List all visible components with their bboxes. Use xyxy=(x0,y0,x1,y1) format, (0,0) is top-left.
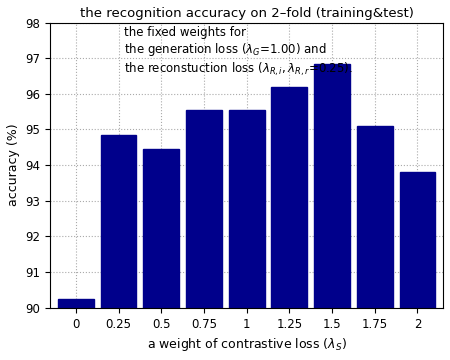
Bar xyxy=(186,110,222,360)
Bar xyxy=(271,87,307,360)
X-axis label: a weight of contrastive loss ($\lambda_S$): a weight of contrastive loss ($\lambda_S… xyxy=(147,336,346,353)
Bar xyxy=(229,110,265,360)
Bar xyxy=(143,149,179,360)
Bar xyxy=(101,135,136,360)
Bar xyxy=(58,299,94,360)
Title: the recognition accuracy on 2–fold (training&test): the recognition accuracy on 2–fold (trai… xyxy=(80,7,414,20)
Bar xyxy=(314,63,350,360)
Bar xyxy=(400,172,435,360)
Y-axis label: accuracy (%): accuracy (%) xyxy=(7,124,20,206)
Bar xyxy=(357,126,393,360)
Text: the fixed weights for
the generation loss ($\lambda_G$=1.00) and
the reconstucti: the fixed weights for the generation los… xyxy=(124,26,352,78)
